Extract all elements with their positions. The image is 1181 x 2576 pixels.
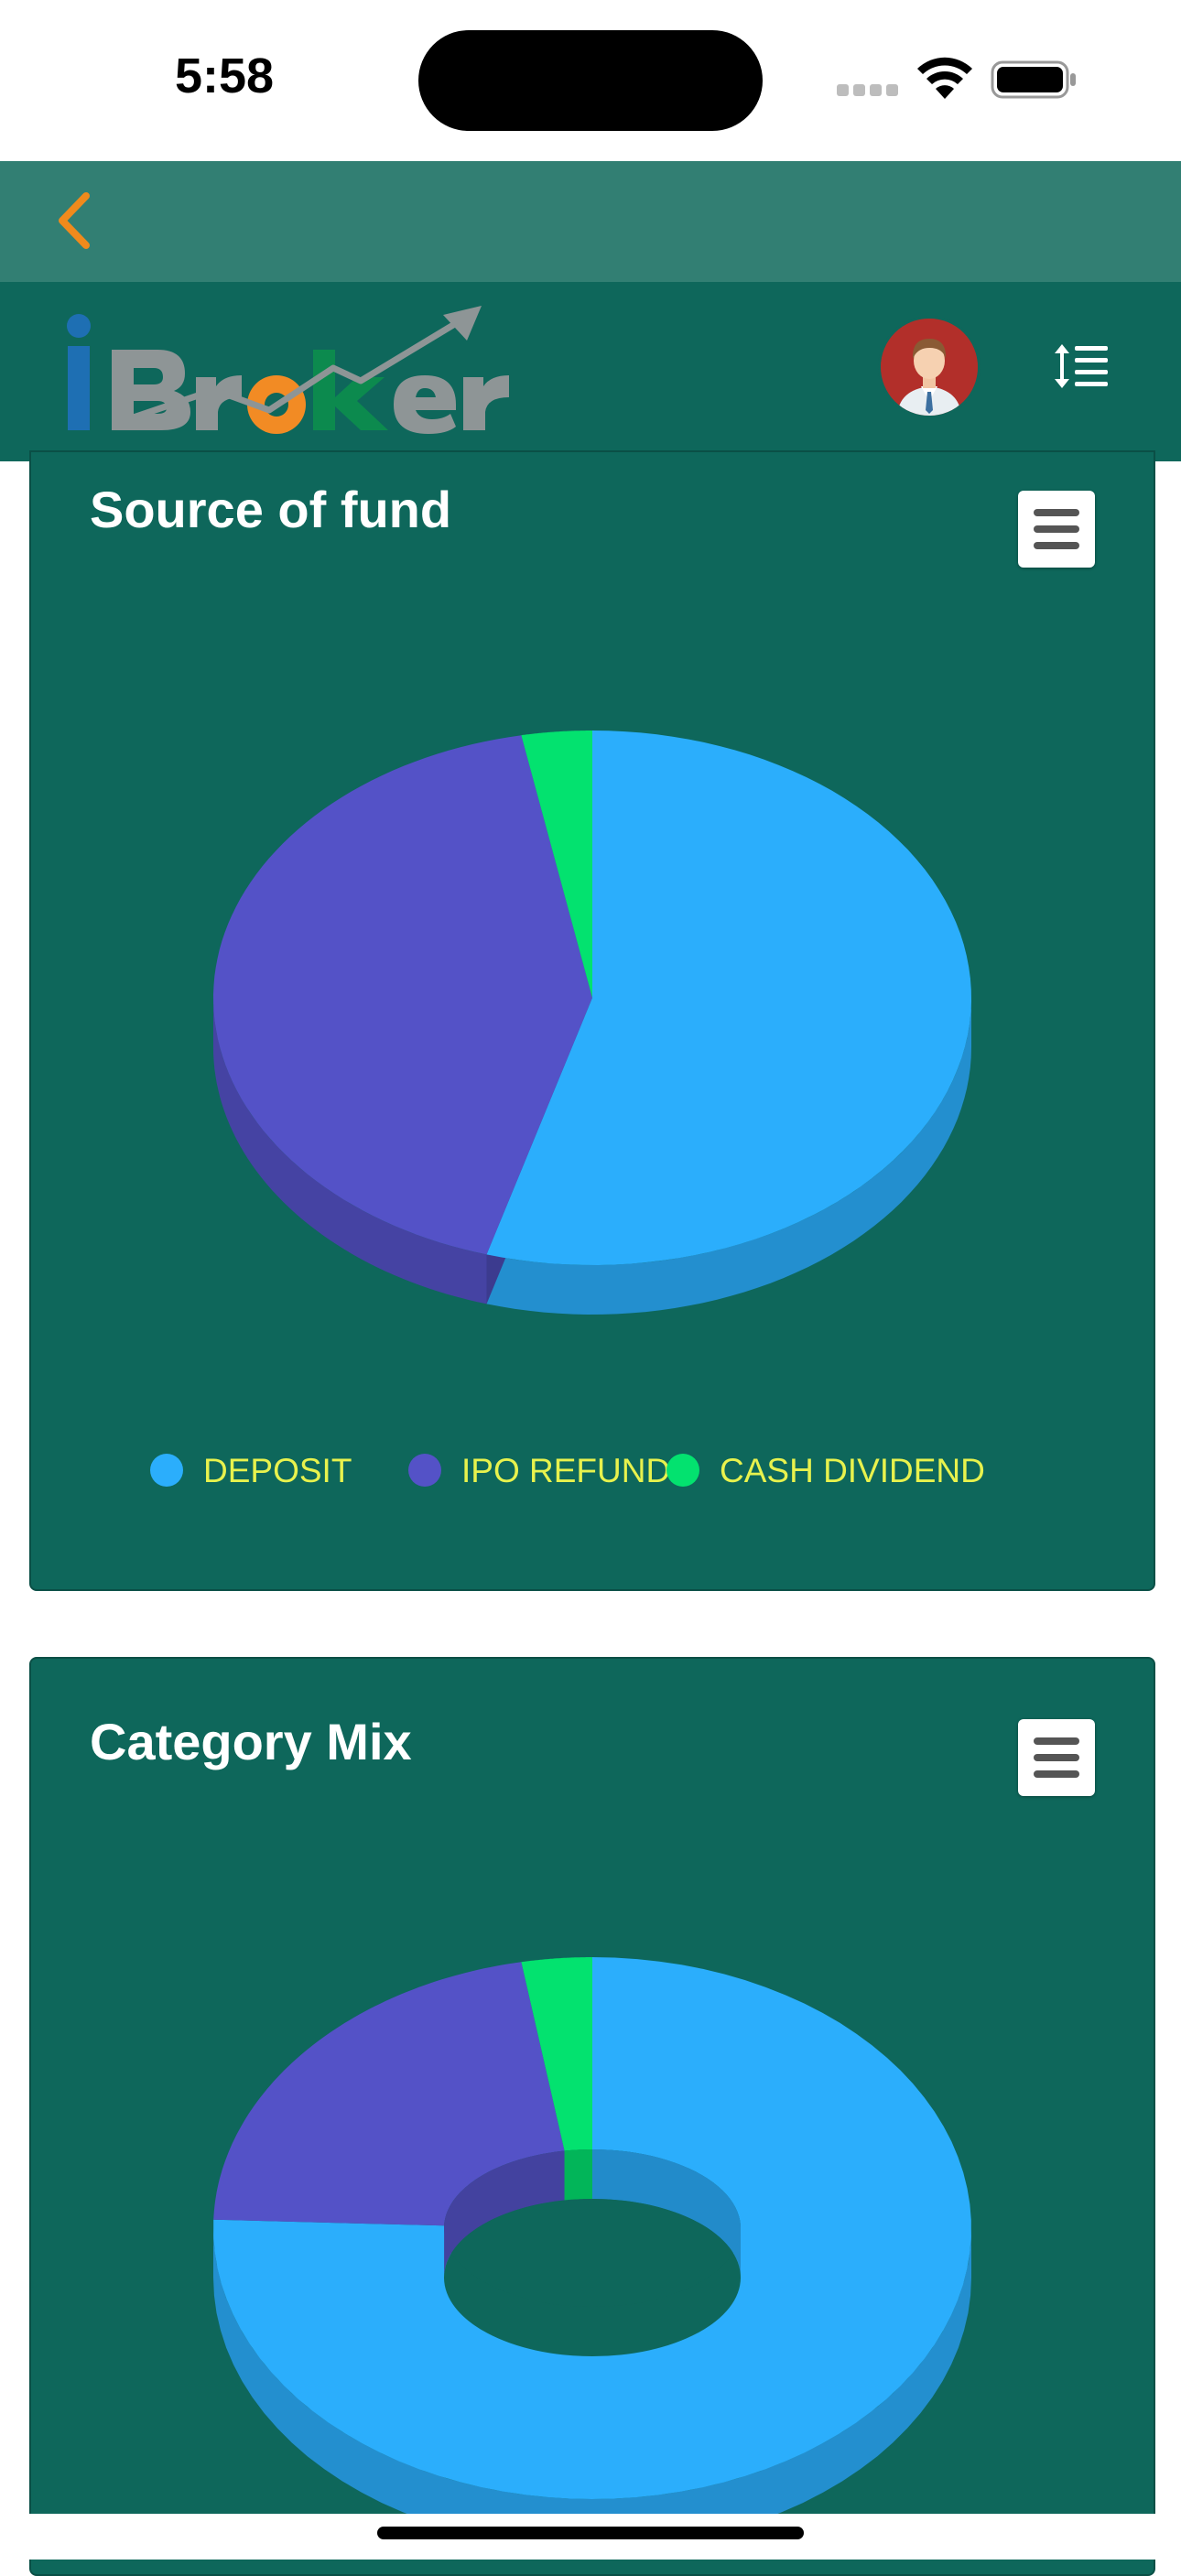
sort-list-icon[interactable] [1051,341,1110,392]
source-of-fund-card: Source of fund DEPOSIT IPO REFUND CASH DIV… [29,450,1155,1591]
hamburger-icon-bar [1034,525,1079,533]
category-mix-card: Category Mix [29,1657,1155,2576]
ibroker-logo [59,302,535,439]
source-of-fund-chart [31,452,1154,1589]
legend-label: DEPOSIT [203,1452,352,1490]
category-mix-chart [31,1659,1154,2574]
cellular-signal-icon [837,84,899,97]
user-avatar[interactable] [881,319,978,416]
legend-label: IPO REFUND [461,1452,670,1490]
legend-label: CASH DIVIDEND [720,1452,985,1490]
hamburger-icon-bar [1034,1754,1079,1761]
chart-legend: DEPOSIT IPO REFUND CASH DIVIDEND [31,1443,1154,1498]
home-indicator [377,2527,804,2539]
chevron-left-icon[interactable] [51,189,97,253]
legend-marker [408,1454,441,1487]
avatar-image [881,319,978,416]
legend-marker [150,1454,183,1487]
hamburger-icon [1034,1737,1079,1745]
battery-icon [991,59,1078,101]
chart-menu-button[interactable] [1018,491,1095,568]
category-mix-title: Category Mix [90,1712,412,1771]
donut-inner-wall-clip-2-1 [565,2149,592,2201]
status-bar: 5:58 [0,0,1181,161]
pie-top-faces [213,731,971,1265]
hamburger-icon [1034,509,1079,516]
source-of-fund-title: Source of fund [90,480,451,539]
navigation-bar [0,161,1181,282]
status-time: 5:58 [165,48,284,104]
hamburger-icon-bar [1034,1770,1079,1778]
app-header [0,282,1181,461]
wifi-icon [916,57,974,101]
legend-marker [666,1454,699,1487]
chart-menu-button[interactable] [1018,1719,1095,1796]
dynamic-island [418,30,763,131]
hamburger-icon-bar [1034,542,1079,549]
